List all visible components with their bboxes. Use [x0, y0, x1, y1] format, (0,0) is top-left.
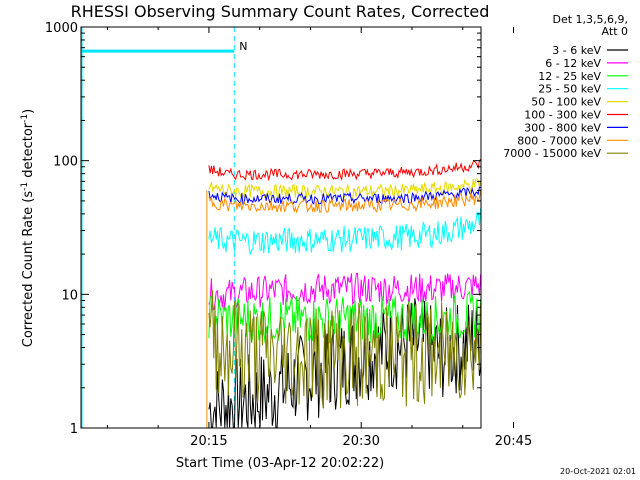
legend-header: Att 0 [602, 25, 628, 38]
x-tick-label: 20:30 [342, 434, 379, 449]
chart-title: RHESSI Observing Summary Count Rates, Co… [71, 2, 490, 21]
series-line [208, 189, 481, 214]
legend-header: Det 1,3,5,6,9, [552, 13, 628, 26]
series-line [208, 272, 481, 311]
y-tick-label: 10 [61, 288, 78, 303]
series-line [208, 290, 481, 344]
y-tick-label: 100 [53, 155, 78, 170]
legend-entry-label: 25 - 50 keV [538, 83, 601, 96]
series-line [208, 178, 481, 200]
series-line [208, 298, 481, 428]
plot-frame [80, 26, 482, 429]
series-layer [208, 158, 481, 428]
series-line [208, 290, 481, 409]
legend-entry-label: 50 - 100 keV [531, 96, 601, 109]
legend-entry-label: 7000 - 15000 keV [503, 147, 601, 160]
series-line [208, 186, 481, 206]
legend-entry-label: 6 - 12 keV [545, 57, 601, 70]
x-axis-label: Start Time (03-Apr-12 20:02:22) [176, 456, 384, 471]
series-line [208, 207, 481, 255]
legend-entry-label: 800 - 7000 keV [517, 134, 601, 147]
legend-entry-label: 12 - 25 keV [538, 70, 601, 83]
legend-entry-label: 3 - 6 keV [552, 44, 601, 57]
x-tick-label: 20:45 [495, 434, 532, 449]
y-axis-label: Corrected Count Rate (s-1 detector-1) [20, 109, 36, 347]
night-label: N [239, 40, 247, 53]
event-markers: NS [81, 27, 248, 428]
y-tick-label: 1 [70, 422, 78, 437]
legend-entry-label: 300 - 800 keV [524, 121, 601, 134]
timestamp: 20-Oct-2021 02:01 [560, 467, 636, 476]
x-tick-label: 20:15 [190, 434, 227, 449]
y-tick-label: 1000 [45, 21, 78, 36]
series-line [208, 158, 481, 182]
legend-entry-label: 100 - 300 keV [524, 109, 601, 122]
